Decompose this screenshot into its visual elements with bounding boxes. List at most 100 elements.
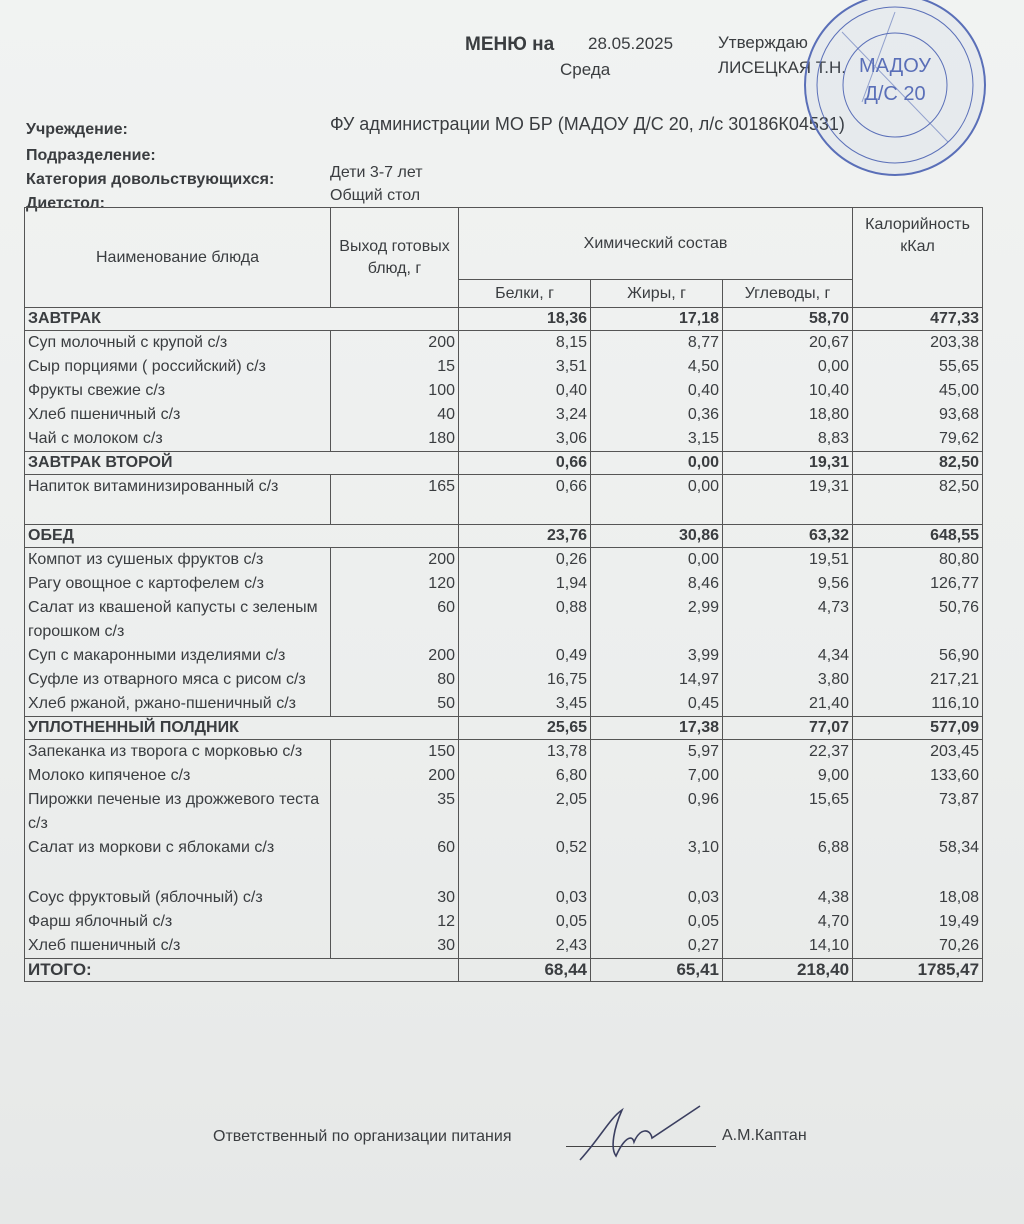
header-protein: Белки, г <box>458 279 591 308</box>
stamp-text-1: МАДОУ <box>859 55 931 77</box>
dish-name: Пирожки печеные из дрожжевого теста с/з <box>24 788 331 836</box>
dish-row: Запеканка из творога с морковью с/з 150 13… <box>24 739 984 764</box>
dish-protein: 1,94 <box>458 572 591 596</box>
dish-carbs: 4,38 <box>721 886 854 910</box>
section-carbs: 77,07 <box>721 716 854 740</box>
dish-name: Сыр порциями ( российский) с/з <box>24 355 331 379</box>
approve-label: Утверждаю <box>718 33 808 52</box>
dish-yield: 165 <box>330 474 459 525</box>
dish-yield: 200 <box>330 764 459 788</box>
total-protein: 68,44 <box>458 958 591 982</box>
dish-protein: 0,05 <box>458 910 591 934</box>
dish-fat: 8,46 <box>590 572 723 596</box>
dish-row: Салат из моркови с яблоками с/з 60 0,52 3,1… <box>24 836 984 886</box>
section-protein: 0,66 <box>458 451 591 475</box>
section-name: ОБЕД <box>24 524 459 548</box>
document-title: МЕНЮ на <box>465 34 555 55</box>
dish-protein: 0,40 <box>458 379 591 403</box>
dish-carbs: 6,88 <box>721 836 854 886</box>
dish-row: Молоко кипяченое с/з 200 6,80 7,00 9,00 133,6… <box>24 764 984 788</box>
dish-yield: 200 <box>330 547 459 572</box>
section-protein: 25,65 <box>458 716 591 740</box>
menu-table: Наименование блюда Выход готовых блюд, г… <box>24 207 984 982</box>
dish-kcal: 82,50 <box>852 474 984 525</box>
dish-name: Хлеб ржаной, ржано-пшеничный с/з <box>24 692 331 717</box>
dish-fat: 14,97 <box>590 668 723 692</box>
dish-row: Хлеб ржаной, ржано-пшеничный с/з 50 3,45 0,… <box>24 692 984 717</box>
dish-carbs: 9,00 <box>721 764 854 788</box>
dish-fat: 0,45 <box>590 692 723 717</box>
dish-protein: 2,05 <box>458 788 591 836</box>
institution-value: ФУ администрации МО БР (МАДОУ Д/С 20, л/… <box>330 114 845 134</box>
dish-yield: 100 <box>330 379 459 403</box>
dish-carbs: 9,56 <box>721 572 854 596</box>
dish-fat: 3,15 <box>590 427 723 452</box>
dish-name: Запеканка из творога с морковью с/з <box>24 739 331 764</box>
dish-row: Соус фруктовый (яблочный) с/з 30 0,03 0,03 4… <box>24 886 984 910</box>
menu-date: 28.05.2025 <box>588 34 674 53</box>
dish-kcal: 93,68 <box>852 403 984 427</box>
dish-name: Фрукты свежие с/з <box>24 379 331 403</box>
dish-carbs: 19,51 <box>721 547 854 572</box>
section-kcal: 477,33 <box>852 307 984 331</box>
dish-yield: 80 <box>330 668 459 692</box>
header-carbs: Углеводы, г <box>721 279 854 308</box>
dish-row: Чай с молоком с/з 180 3,06 3,15 8,83 79,62 <box>24 427 984 452</box>
dish-name: Суфле из отварного мяса с рисом с/з <box>24 668 331 692</box>
dish-yield: 200 <box>330 330 459 355</box>
dish-kcal: 133,60 <box>852 764 984 788</box>
signature-mark <box>579 1105 701 1161</box>
dish-kcal: 73,87 <box>852 788 984 836</box>
dish-yield: 120 <box>330 572 459 596</box>
menu-table-body: ЗАВТРАК 18,36 17,18 58,70 477,33 Суп молочный… <box>24 307 984 982</box>
dish-carbs: 0,00 <box>721 355 854 379</box>
dish-fat: 2,99 <box>590 596 723 644</box>
dish-name: Фарш яблочный с/з <box>24 910 331 934</box>
dish-kcal: 80,80 <box>852 547 984 572</box>
dish-name: Чай с молоком с/з <box>24 427 331 452</box>
category-value: Дети 3-7 лет <box>330 164 423 181</box>
dish-fat: 5,97 <box>590 739 723 764</box>
dish-kcal: 70,26 <box>852 934 984 959</box>
dish-row: Фарш яблочный с/з 12 0,05 0,05 4,70 19,49 <box>24 910 984 934</box>
section-row: УПЛОТНЕННЫЙ ПОЛДНИК 25,65 17,38 77,07 577,09 <box>24 716 984 740</box>
dish-name: Напиток витаминизированный с/з <box>24 474 331 525</box>
dish-carbs: 20,67 <box>721 330 854 355</box>
total-kcal: 1785,47 <box>852 958 984 982</box>
dish-kcal: 55,65 <box>852 355 984 379</box>
dish-carbs: 19,31 <box>721 474 854 525</box>
section-carbs: 19,31 <box>721 451 854 475</box>
dish-protein: 3,45 <box>458 692 591 717</box>
dish-row: Хлеб пшеничный с/з 40 3,24 0,36 18,80 93,68 <box>24 403 984 427</box>
dish-name: Суп с макаронными изделиями с/з <box>24 644 331 668</box>
dish-kcal: 58,34 <box>852 836 984 886</box>
dish-carbs: 4,70 <box>721 910 854 934</box>
dish-name: Хлеб пшеничный с/з <box>24 403 331 427</box>
header-yield: Выход готовых блюд, г <box>330 207 459 308</box>
dish-row: Хлеб пшеничный с/з 30 2,43 0,27 14,10 70,26 <box>24 934 984 959</box>
section-protein: 23,76 <box>458 524 591 548</box>
dish-protein: 2,43 <box>458 934 591 959</box>
dish-row: Салат из квашеной капусты с зеленым горо… <box>24 596 984 644</box>
dish-fat: 0,40 <box>590 379 723 403</box>
total-row: ИТОГО: 68,44 65,41 218,40 1785,47 <box>24 958 984 982</box>
official-stamp: МАДОУ Д/С 20 <box>804 0 986 176</box>
dish-protein: 3,51 <box>458 355 591 379</box>
section-row: ЗАВТРАК ВТОРОЙ 0,66 0,00 19,31 82,50 <box>24 451 984 475</box>
dish-fat: 0,05 <box>590 910 723 934</box>
dish-kcal: 45,00 <box>852 379 984 403</box>
section-kcal: 648,55 <box>852 524 984 548</box>
dish-carbs: 8,83 <box>721 427 854 452</box>
total-fat: 65,41 <box>590 958 723 982</box>
dish-protein: 16,75 <box>458 668 591 692</box>
dish-yield: 35 <box>330 788 459 836</box>
dish-yield: 200 <box>330 644 459 668</box>
dish-name: Компот из сушеных фруктов с/з <box>24 547 331 572</box>
dish-protein: 13,78 <box>458 739 591 764</box>
dish-carbs: 18,80 <box>721 403 854 427</box>
dish-protein: 8,15 <box>458 330 591 355</box>
dish-fat: 8,77 <box>590 330 723 355</box>
section-kcal: 82,50 <box>852 451 984 475</box>
total-carbs: 218,40 <box>721 958 854 982</box>
